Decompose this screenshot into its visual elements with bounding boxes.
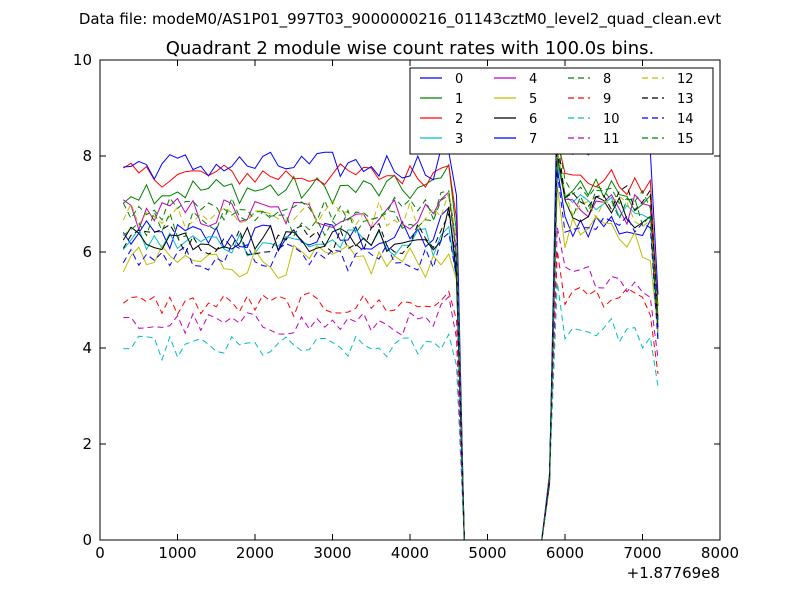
legend-label-7: 7 xyxy=(529,132,537,147)
series-line-15 xyxy=(123,157,659,540)
legend-label-11: 11 xyxy=(603,132,620,147)
legend-label-9: 9 xyxy=(603,92,611,107)
x-tick-label: 5000 xyxy=(468,544,506,562)
series-line-9 xyxy=(123,250,659,540)
legend-label-3: 3 xyxy=(455,132,463,147)
legend-label-13: 13 xyxy=(677,92,694,107)
legend-label-0: 0 xyxy=(455,72,463,87)
legend-label-4: 4 xyxy=(529,72,537,87)
series-line-0 xyxy=(122,168,659,540)
series-line-4 xyxy=(123,157,659,540)
series-line-11 xyxy=(123,227,659,540)
y-tick-label: 8 xyxy=(82,147,92,165)
series-line-1 xyxy=(122,149,659,540)
x-tick-label: 0 xyxy=(95,544,105,562)
series-line-13 xyxy=(122,137,659,540)
series-line-8 xyxy=(122,135,659,540)
series-lines xyxy=(122,89,659,540)
x-tick-label: 2000 xyxy=(236,544,274,562)
x-tick-label: 8000 xyxy=(701,544,739,562)
legend-label-6: 6 xyxy=(529,112,537,127)
series-line-10 xyxy=(123,282,659,540)
datafile-label: Data file: modeM0/AS1P01_997T03_90000002… xyxy=(79,10,721,29)
plot-area: 0 1000 2000 3000 4000 5000 6000 7000 80000246810… xyxy=(73,51,739,582)
legend-label-14: 14 xyxy=(677,112,694,127)
y-tick-label: 4 xyxy=(82,339,92,357)
legend-box xyxy=(409,67,714,155)
series-line-14 xyxy=(122,172,659,540)
y-tick-label: 0 xyxy=(82,531,92,549)
series-line-6 xyxy=(122,152,659,540)
series-line-2 xyxy=(123,139,659,540)
legend-label-15: 15 xyxy=(677,132,694,147)
series-line-5 xyxy=(122,185,659,540)
legend-label-1: 1 xyxy=(455,92,463,107)
x-tick-label: 7000 xyxy=(623,544,661,562)
x-axis-offset-label: +1.87769e8 xyxy=(627,564,720,582)
x-tick-label: 6000 xyxy=(546,544,584,562)
y-tick-label: 6 xyxy=(82,243,92,261)
x-tick-label: 1000 xyxy=(158,544,196,562)
y-tick-label: 10 xyxy=(73,51,92,69)
y-tick-label: 2 xyxy=(82,435,92,453)
chart-title: Quadrant 2 module wise count rates with … xyxy=(166,38,655,59)
legend-label-5: 5 xyxy=(529,92,537,107)
x-tick-label: 4000 xyxy=(391,544,429,562)
legend-label-10: 10 xyxy=(603,112,620,127)
legend-label-12: 12 xyxy=(677,72,694,87)
legend-label-8: 8 xyxy=(603,72,611,87)
x-tick-label: 3000 xyxy=(313,544,351,562)
series-line-12 xyxy=(122,152,659,540)
legend-label-2: 2 xyxy=(455,112,463,127)
